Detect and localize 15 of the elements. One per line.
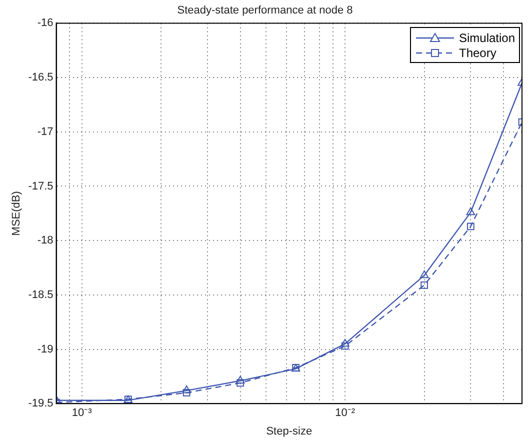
y-axis-title: MSE(dB) bbox=[10, 191, 23, 236]
x-axis-title: Step-size bbox=[266, 425, 312, 438]
y-tick-label: -16 bbox=[37, 17, 54, 30]
y-tick-label: -19.5 bbox=[28, 398, 54, 410]
chart-title: Steady-state performance at node 8 bbox=[177, 4, 353, 17]
y-tick-label: -18 bbox=[37, 234, 54, 247]
legend-label: Simulation bbox=[459, 30, 516, 45]
y-tick-label: -17 bbox=[37, 126, 54, 138]
y-tick-label: -17.5 bbox=[28, 180, 54, 192]
x-tick-label: 10⁻³ bbox=[72, 407, 92, 420]
y-tick-label: -18.5 bbox=[28, 288, 54, 301]
legend-label: Theory bbox=[459, 46, 496, 60]
y-tick-label: -16.5 bbox=[28, 72, 54, 84]
y-tick-label: -19 bbox=[37, 343, 54, 356]
x-tick-label: 10⁻² bbox=[335, 407, 356, 420]
